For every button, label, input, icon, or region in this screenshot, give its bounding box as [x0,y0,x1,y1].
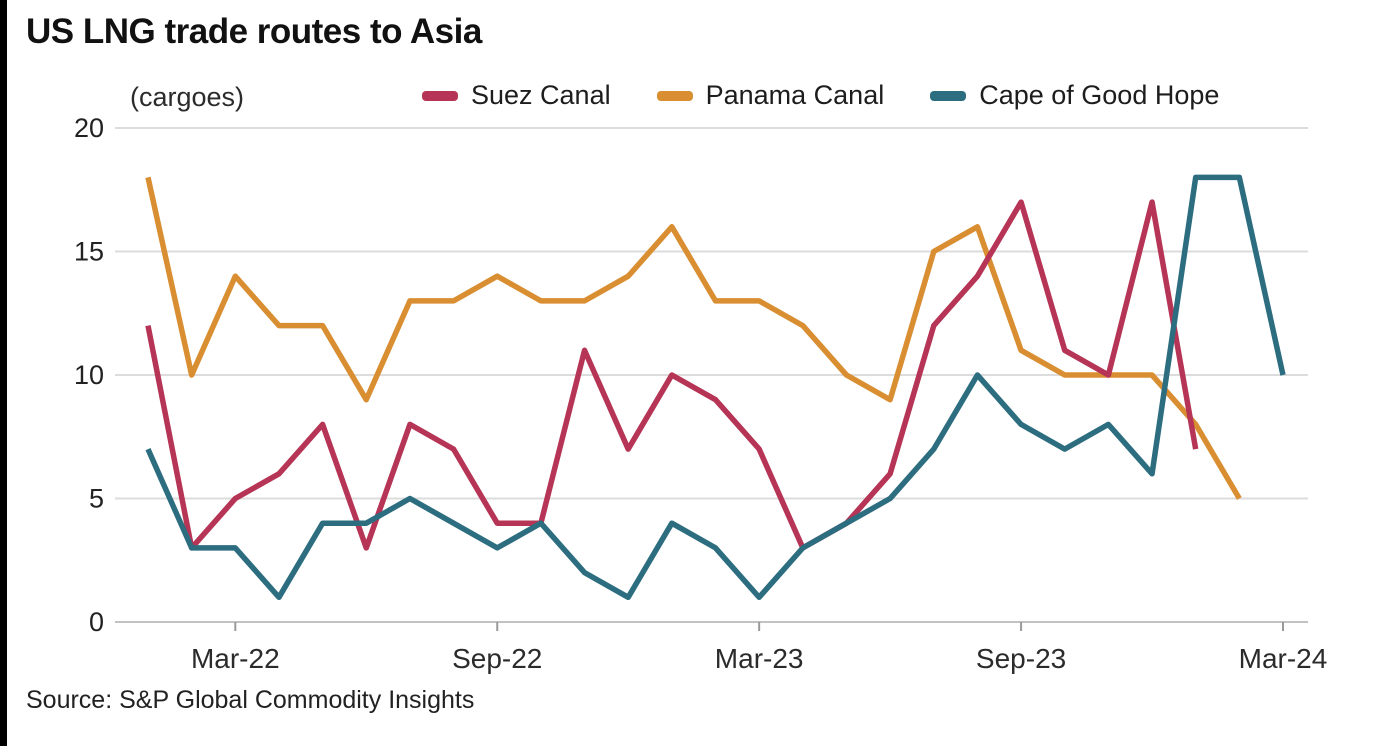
y-axis-unit-label: (cargoes) [130,82,245,112]
line-chart: 0 5 10 15 20 Mar-22 Sep-22 Mar-23 Sep-23 Mar-24 [0,108,1386,680]
x-axis-tick-label-Sep-23: Sep-23 [976,643,1066,674]
series-line-suez-canal [145,199,1199,551]
y-axis-tick-label-15: 15 [74,237,104,267]
chart-legend: Suez Canal Panama Canal Cape of Good Hop… [422,80,1219,111]
legend-swatch-cape-of-good-hope-icon [930,90,967,101]
y-axis-tick-label-0: 0 [89,607,104,637]
chart-title: US LNG trade routes to Asia [26,12,482,51]
x-axis-tick-label-Mar-23: Mar-23 [715,643,804,674]
legend-label-cape-of-good-hope: Cape of Good Hope [979,80,1220,110]
legend-item-cape-of-good-hope: Cape of Good Hope [930,80,1219,111]
x-axis-tick-label-Sep-22: Sep-22 [452,643,542,674]
y-axis-tick-label-5: 5 [89,484,104,514]
legend-swatch-suez-canal-icon [422,90,458,101]
y-axis-tick-label-20: 20 [74,113,104,143]
legend-row: (cargoes) Suez Canal Panama Canal Cape o… [0,80,1386,116]
series-line-panama-canal [145,176,1242,500]
legend-item-suez-canal: Suez Canal [422,80,611,111]
legend-label-panama-canal: Panama Canal [705,80,885,110]
x-axis-tick-label-Mar-22: Mar-22 [191,643,280,674]
left-edge-bar [0,0,7,746]
line-chart-canvas: 0 5 10 15 20 Mar-22 Sep-22 Mar-23 Sep-23 Mar-24 [74,113,1328,674]
source-attribution: Source: S&P Global Commodity Insights [26,686,475,714]
legend-item-panama-canal: Panama Canal [656,80,885,111]
x-axis-tick-label-Mar-24: Mar-24 [1239,643,1328,674]
legend-swatch-panama-canal-icon [656,90,693,101]
y-axis-tick-label-10: 10 [74,360,104,390]
series-line-cape-of-good-hope [145,174,1286,601]
legend-label-suez-canal: Suez Canal [471,80,611,110]
